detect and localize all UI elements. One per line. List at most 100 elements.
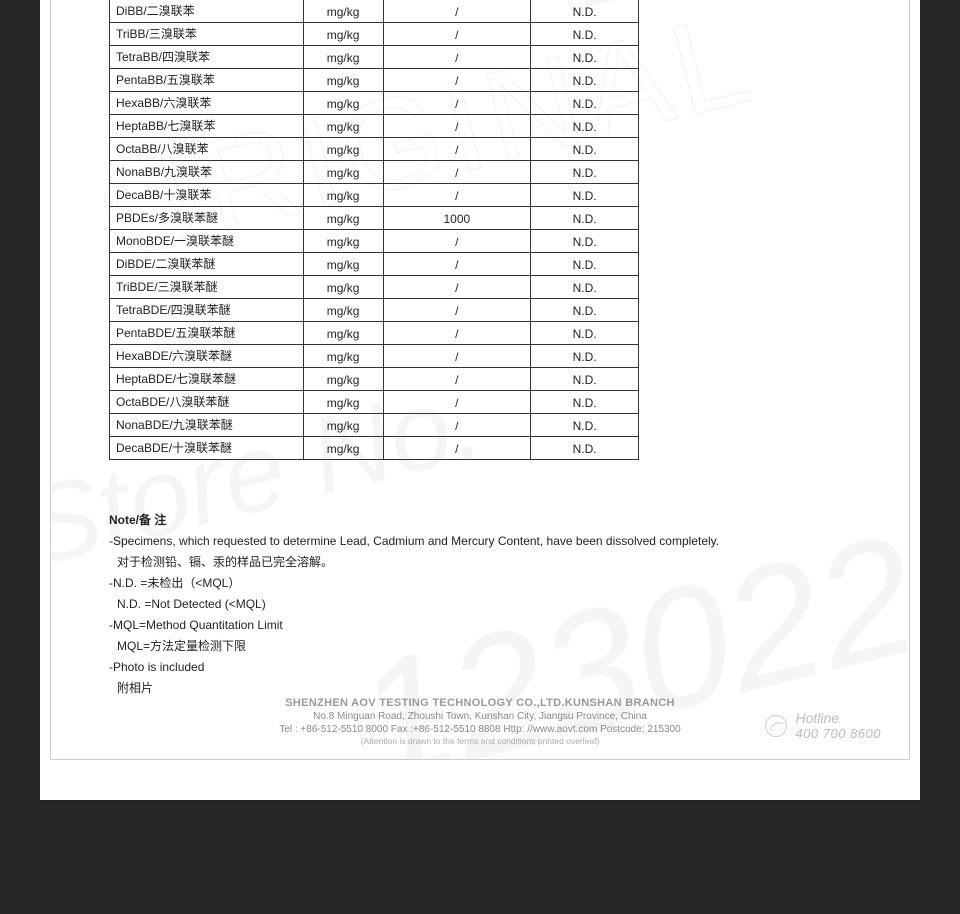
cell-unit: mg/kg	[303, 184, 383, 207]
cell-limit: /	[383, 69, 531, 92]
cell-unit: mg/kg	[303, 115, 383, 138]
cell-result: N.D.	[531, 322, 639, 345]
cell-item: DiBDE/二溴联苯醚	[110, 253, 304, 276]
notes-heading: Note/备 注	[109, 510, 851, 531]
cell-result: N.D.	[531, 23, 639, 46]
note-line: -MQL=Method Quantitation Limit	[109, 615, 851, 636]
cell-item: PentaBB/五溴联苯	[110, 69, 304, 92]
cell-limit: /	[383, 92, 531, 115]
cell-item: OctaBDE/八溴联苯醚	[110, 391, 304, 414]
note-line: -Photo is included	[109, 657, 851, 678]
cell-limit: /	[383, 253, 531, 276]
cell-result: N.D.	[531, 253, 639, 276]
cell-unit: mg/kg	[303, 0, 383, 23]
cell-limit: /	[383, 437, 531, 460]
cell-limit: /	[383, 161, 531, 184]
cell-limit: /	[383, 115, 531, 138]
cell-result: N.D.	[531, 138, 639, 161]
cell-limit: /	[383, 276, 531, 299]
cell-unit: mg/kg	[303, 322, 383, 345]
cell-item: MonoBDE/一溴联苯醚	[110, 230, 304, 253]
cell-item: NonaBB/九溴联苯	[110, 161, 304, 184]
cell-result: N.D.	[531, 276, 639, 299]
cell-limit: /	[383, 368, 531, 391]
cell-unit: mg/kg	[303, 161, 383, 184]
table-row: OctaBDE/八溴联苯醚mg/kg/N.D.	[110, 391, 639, 414]
cell-unit: mg/kg	[303, 414, 383, 437]
content-area: DiBB/二溴联苯mg/kg/N.D.TriBB/三溴联苯mg/kg/N.D.T…	[51, 0, 909, 699]
cell-limit: /	[383, 230, 531, 253]
cell-unit: mg/kg	[303, 345, 383, 368]
cell-limit: /	[383, 414, 531, 437]
cell-item: NonaBDE/九溴联苯醚	[110, 414, 304, 437]
cell-limit: /	[383, 23, 531, 46]
cell-unit: mg/kg	[303, 138, 383, 161]
cell-limit: /	[383, 391, 531, 414]
cell-result: N.D.	[531, 0, 639, 23]
table-row: NonaBB/九溴联苯mg/kg/N.D.	[110, 161, 639, 184]
cell-item: PBDEs/多溴联苯醚	[110, 207, 304, 230]
notes-section: Note/备 注 -Specimens, which requested to …	[109, 510, 851, 699]
document-border: 28 ORIGINAL Store No. 1230228 DiBB/二溴联苯m…	[50, 0, 910, 760]
cell-unit: mg/kg	[303, 69, 383, 92]
table-row: DecaBB/十溴联苯mg/kg/N.D.	[110, 184, 639, 207]
cell-item: DecaBDE/十溴联苯醚	[110, 437, 304, 460]
note-line: 对于检测铅、镉、汞的样品已完全溶解。	[109, 552, 851, 573]
table-row: PBDEs/多溴联苯醚mg/kg1000N.D.	[110, 207, 639, 230]
table-row: TriBDE/三溴联苯醚mg/kg/N.D.	[110, 276, 639, 299]
cell-unit: mg/kg	[303, 46, 383, 69]
phone-icon	[765, 715, 787, 737]
cell-item: DecaBB/十溴联苯	[110, 184, 304, 207]
table-row: HexaBB/六溴联苯mg/kg/N.D.	[110, 92, 639, 115]
note-line: N.D. =Not Detected (<MQL)	[109, 594, 851, 615]
cell-result: N.D.	[531, 184, 639, 207]
cell-unit: mg/kg	[303, 253, 383, 276]
table-row: MonoBDE/一溴联苯醚mg/kg/N.D.	[110, 230, 639, 253]
cell-result: N.D.	[531, 345, 639, 368]
note-line: MQL=方法定量检测下限	[109, 636, 851, 657]
table-row: TetraBB/四溴联苯mg/kg/N.D.	[110, 46, 639, 69]
cell-item: PentaBDE/五溴联苯醚	[110, 322, 304, 345]
note-line: -N.D. =未检出（<MQL）	[109, 573, 851, 594]
cell-result: N.D.	[531, 368, 639, 391]
cell-result: N.D.	[531, 391, 639, 414]
hotline-number: 400 700 8600	[795, 727, 881, 741]
cell-unit: mg/kg	[303, 207, 383, 230]
cell-item: DiBB/二溴联苯	[110, 0, 304, 23]
cell-result: N.D.	[531, 414, 639, 437]
cell-unit: mg/kg	[303, 299, 383, 322]
table-row: PentaBB/五溴联苯mg/kg/N.D.	[110, 69, 639, 92]
cell-unit: mg/kg	[303, 391, 383, 414]
cell-limit: /	[383, 138, 531, 161]
page: 28 ORIGINAL Store No. 1230228 DiBB/二溴联苯m…	[40, 0, 920, 800]
table-row: HeptaBDE/七溴联苯醚mg/kg/N.D.	[110, 368, 639, 391]
table-row: TriBB/三溴联苯mg/kg/N.D.	[110, 23, 639, 46]
cell-item: TetraBDE/四溴联苯醚	[110, 299, 304, 322]
table-row: TetraBDE/四溴联苯醚mg/kg/N.D.	[110, 299, 639, 322]
cell-unit: mg/kg	[303, 230, 383, 253]
cell-limit: 1000	[383, 207, 531, 230]
table-row: HexaBDE/六溴联苯醚mg/kg/N.D.	[110, 345, 639, 368]
cell-result: N.D.	[531, 69, 639, 92]
cell-unit: mg/kg	[303, 23, 383, 46]
table-row: HeptaBB/七溴联苯mg/kg/N.D.	[110, 115, 639, 138]
cell-limit: /	[383, 322, 531, 345]
cell-limit: /	[383, 184, 531, 207]
cell-unit: mg/kg	[303, 92, 383, 115]
footer-company: SHENZHEN AOV TESTING TECHNOLOGY CO.,LTD.…	[51, 696, 909, 710]
cell-result: N.D.	[531, 230, 639, 253]
table-row: OctaBB/八溴联苯mg/kg/N.D.	[110, 138, 639, 161]
cell-result: N.D.	[531, 115, 639, 138]
cell-item: TetraBB/四溴联苯	[110, 46, 304, 69]
table-row: DiBB/二溴联苯mg/kg/N.D.	[110, 0, 639, 23]
cell-result: N.D.	[531, 46, 639, 69]
cell-unit: mg/kg	[303, 437, 383, 460]
results-table: DiBB/二溴联苯mg/kg/N.D.TriBB/三溴联苯mg/kg/N.D.T…	[109, 0, 639, 460]
cell-item: TriBDE/三溴联苯醚	[110, 276, 304, 299]
cell-result: N.D.	[531, 299, 639, 322]
cell-limit: /	[383, 345, 531, 368]
cell-item: HexaBDE/六溴联苯醚	[110, 345, 304, 368]
table-row: DecaBDE/十溴联苯醚mg/kg/N.D.	[110, 437, 639, 460]
cell-unit: mg/kg	[303, 368, 383, 391]
cell-limit: /	[383, 0, 531, 23]
